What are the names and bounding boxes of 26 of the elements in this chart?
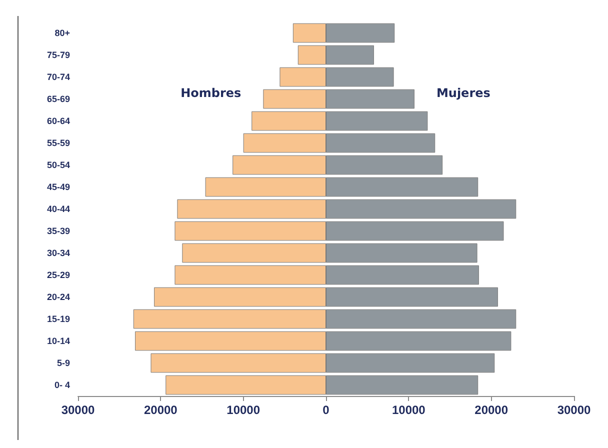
- y-tick-label: 50-54: [46, 160, 70, 170]
- y-tick-label: 15-19: [46, 314, 70, 324]
- series-label: Mujeres: [436, 86, 490, 100]
- y-tick-label: 40-44: [46, 204, 70, 214]
- series-label: Hombres: [180, 86, 242, 100]
- y-tick-label: 0- 4: [54, 380, 70, 390]
- y-tick-label: 25-29: [46, 270, 70, 280]
- x-tick-label: 20000: [144, 403, 178, 417]
- y-tick-label: 20-24: [46, 292, 70, 302]
- y-tick-label: 55-59: [46, 138, 70, 148]
- y-tick-label: 60-64: [46, 116, 70, 126]
- x-tick-label: 30000: [61, 403, 96, 417]
- y-tick-label: 30-34: [46, 248, 70, 258]
- y-tick-label: 35-39: [46, 226, 70, 236]
- y-tick-label: 75-79: [46, 50, 70, 60]
- y-tick-label: 65-69: [46, 94, 70, 104]
- y-tick-label: 70-74: [46, 72, 70, 82]
- x-tick-label: 10000: [226, 403, 260, 417]
- x-tick-label: 20000: [474, 403, 508, 417]
- x-tick-label: 30000: [557, 403, 592, 417]
- y-tick-label: 80+: [54, 28, 70, 38]
- x-tick-label: 10000: [392, 403, 426, 417]
- y-tick-label: 10-14: [46, 336, 70, 346]
- y-tick-label: 5-9: [56, 358, 70, 368]
- y-tick-label: 45-49: [46, 182, 70, 192]
- x-tick-label: 0: [322, 403, 330, 417]
